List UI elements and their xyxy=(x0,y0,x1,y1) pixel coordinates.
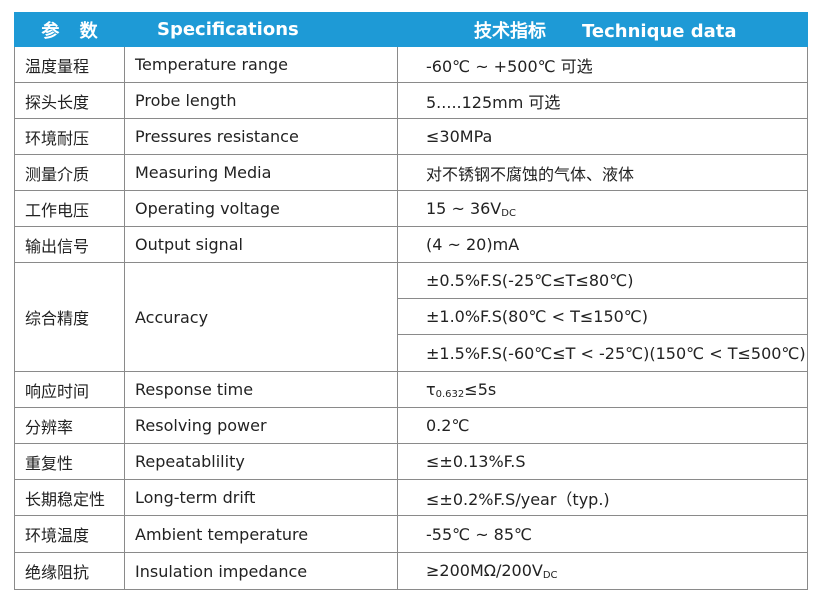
table-row: 环境温度 Ambient temperature -55℃ ~ 85℃ xyxy=(14,515,808,553)
value-cell: ≤±0.2%F.S/year（typ.) xyxy=(397,479,808,516)
value-cell: ±0.5%F.S(-25℃≤T≤80℃) xyxy=(397,262,808,299)
en-cell: Repeatablility xyxy=(124,443,398,480)
value-cell: ≤30MPa xyxy=(397,118,808,155)
en-cell: Ambient temperature xyxy=(124,515,398,553)
en-cell: Response time xyxy=(124,371,398,408)
value-text: 0.632 xyxy=(435,388,465,400)
table-row: 温度量程 Temperature range -60℃ ~ +500℃ 可选 xyxy=(14,46,808,83)
cn-cell: 工作电压 xyxy=(14,190,125,227)
table-row: 环境耐压 Pressures resistance ≤30MPa xyxy=(14,118,808,155)
value-cell: τ0.632≤5s xyxy=(397,371,808,408)
en-cell: Long-term drift xyxy=(124,479,398,516)
cn-cell: 温度量程 xyxy=(14,46,125,83)
value-cell: 对不锈钢不腐蚀的气体、液体 xyxy=(397,154,808,191)
cn-cell: 环境耐压 xyxy=(14,118,125,155)
en-cell: Resolving power xyxy=(124,407,398,444)
en-cell: Probe length xyxy=(124,82,398,119)
en-cell: Pressures resistance xyxy=(124,118,398,155)
value-cell: -55℃ ~ 85℃ xyxy=(397,515,808,553)
value-cell: ≤±0.13%F.S xyxy=(397,443,808,480)
value-text: ≥200MΩ/200V xyxy=(426,561,543,580)
value-cell: 5.....125mm 可选 xyxy=(397,82,808,119)
table-row: 测量介质 Measuring Media 对不锈钢不腐蚀的气体、液体 xyxy=(14,154,808,191)
cn-cell: 响应时间 xyxy=(14,371,125,408)
table-row: 长期稳定性 Long-term drift ≤±0.2%F.S/year（typ.) xyxy=(14,479,808,516)
header-cell: Specifications xyxy=(124,12,398,47)
value-cell: ≥200MΩ/200VDC xyxy=(397,552,808,590)
table-body: 温度量程 Temperature range -60℃ ~ +500℃ 可选 探头长度… xyxy=(14,46,808,590)
cn-cell: 绝缘阻抗 xyxy=(14,552,125,590)
en-cell: Insulation impedance xyxy=(124,552,398,590)
value-text: 15 ~ 36V xyxy=(426,198,502,218)
table-row: 工作电压 Operating voltage 15 ~ 36VDC xyxy=(14,190,808,227)
table-row: 响应时间 Response time τ0.632≤5s xyxy=(14,371,808,408)
header-cell: 参 数 xyxy=(14,12,125,47)
header-row: 参 数 Specifications 技术指标 Technique data xyxy=(14,12,808,47)
cn-cell: 重复性 xyxy=(14,443,125,480)
value-text: DC xyxy=(501,207,516,219)
value-text: ≤5s xyxy=(464,379,497,399)
table-row: ±1.0%F.S(80℃ < T≤150℃) xyxy=(15,298,808,335)
en-cell: Operating voltage xyxy=(124,190,398,227)
table-row: 绝缘阻抗 Insulation impedance ≥200MΩ/200VDC xyxy=(14,552,808,590)
cn-cell: 输出信号 xyxy=(14,226,125,263)
cn-cell: 探头长度 xyxy=(14,82,125,119)
en-cell: Temperature range xyxy=(124,46,398,83)
value-cell: -60℃ ~ +500℃ 可选 xyxy=(397,46,808,83)
cn-cell: 分辨率 xyxy=(14,407,125,444)
cn-cell: 测量介质 xyxy=(14,154,125,191)
value-cell: ±1.5%F.S(-60℃≤T < -25℃)(150℃ < T≤500℃) xyxy=(397,334,808,372)
value-cell: 0.2℃ xyxy=(397,407,808,444)
en-cell: Measuring Media xyxy=(124,154,398,191)
value-cell: 15 ~ 36VDC xyxy=(397,190,808,227)
table-row: 综合精度 Accuracy ±0.5%F.S(-25℃≤T≤80℃) xyxy=(14,262,808,372)
table-row: 输出信号 Output signal (4 ~ 20)mA xyxy=(14,226,808,263)
value-cell: ±1.0%F.S(80℃ < T≤150℃) xyxy=(397,298,808,335)
cn-cell: 长期稳定性 xyxy=(14,479,125,516)
en-cell: Accuracy xyxy=(124,262,398,372)
table-row: ±1.5%F.S(-60℃≤T < -25℃)(150℃ < T≤500℃) xyxy=(15,334,808,372)
value-text: DC xyxy=(542,570,558,581)
table-row: 探头长度 Probe length 5.....125mm 可选 xyxy=(14,82,808,119)
spec-table: 参 数 Specifications 技术指标 Technique data 温度… xyxy=(14,12,808,590)
table-row: 分辨率 Resolving power 0.2℃ xyxy=(14,407,808,444)
cn-cell: 综合精度 xyxy=(14,262,125,372)
cn-cell: 环境温度 xyxy=(14,515,125,553)
value-text: τ xyxy=(426,379,436,399)
en-cell: Output signal xyxy=(124,226,398,263)
header-text: Technique data xyxy=(582,20,737,42)
header-text: 技术指标 xyxy=(474,20,546,42)
table-row: 重复性 Repeatablility ≤±0.13%F.S xyxy=(14,443,808,480)
value-cell: (4 ~ 20)mA xyxy=(397,226,808,263)
header-cell: 技术指标 Technique data xyxy=(397,12,808,47)
